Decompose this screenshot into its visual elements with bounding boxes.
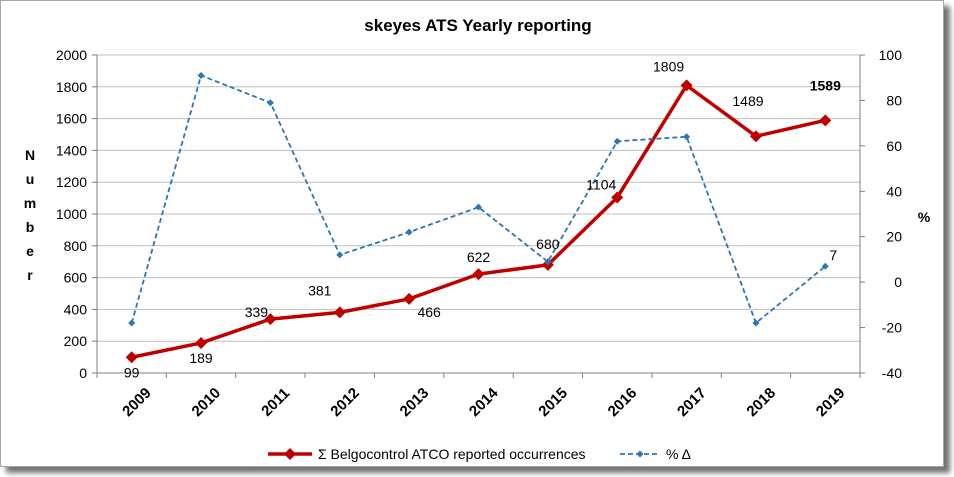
- y-tick-label-right: 80: [886, 92, 902, 108]
- x-tick-label: 2015: [535, 384, 571, 420]
- y-tick-label-left: 1000: [56, 206, 87, 222]
- y-tick-label-right: 0: [894, 274, 902, 290]
- y-axis-title-letter: r: [27, 267, 33, 283]
- occurrences-marker: [125, 351, 138, 364]
- occurrences-data-label: 99: [124, 364, 140, 380]
- x-tick-label: 2016: [605, 384, 641, 420]
- percent-change-marker: [613, 137, 621, 145]
- data-labels: 99 189 339 381 466 622 680 1104 1809 1489 1589 7: [124, 58, 841, 380]
- y-tick-label-left: 1400: [56, 142, 87, 158]
- x-tick-label: 2011: [258, 385, 293, 420]
- percent-change-marker: [266, 99, 274, 107]
- legend-percent-label: % Δ: [666, 446, 691, 462]
- chart-title: skeyes ATS Yearly reporting: [364, 16, 591, 35]
- x-tick-label: 2010: [189, 384, 225, 420]
- x-tick-label: 2013: [397, 384, 433, 420]
- occurrences-data-label: 622: [467, 249, 491, 265]
- y-tick-label-right: 20: [886, 229, 902, 245]
- y-axis-title-letter: e: [26, 243, 34, 259]
- y-tick-label-left: 400: [64, 301, 88, 317]
- y-axis-right-title: %: [918, 209, 931, 225]
- percent-change-marker: [336, 251, 344, 259]
- occurrences-data-label: 339: [245, 304, 269, 320]
- legend-occurrences-label: Σ Belgocontrol ATCO reported occurrences: [318, 446, 586, 462]
- y-axis-title-letter: N: [25, 147, 35, 163]
- percent-change-data-label: 7: [829, 247, 837, 263]
- y-tick-label-left: 1800: [56, 79, 87, 95]
- y-tick-label-right: 60: [886, 138, 902, 154]
- occurrences-marker: [749, 130, 762, 143]
- y-tick-label-left: 600: [64, 270, 88, 286]
- x-tick-label: 2017: [674, 384, 710, 420]
- x-tick-label: 2019: [813, 384, 849, 420]
- percent-change-marker: [821, 262, 829, 270]
- x-tick-label: 2018: [743, 384, 779, 420]
- data-markers: [125, 71, 832, 364]
- percent-change-line: [130, 74, 826, 324]
- chart-frame: [0, 0, 944, 467]
- occurrences-marker: [403, 292, 416, 305]
- occurrences-line: [131, 83, 826, 359]
- y-axis-title-letter: b: [26, 219, 35, 235]
- y-tick-label-left: 2000: [56, 47, 87, 63]
- x-tick-label: 2009: [119, 384, 155, 420]
- legend-percent-marker: [636, 450, 644, 458]
- legend-occurrences-marker: [284, 448, 296, 460]
- y-axis-title-letter: m: [24, 195, 36, 211]
- y-tick-label-left: 200: [64, 333, 88, 349]
- occurrences-data-label: 1104: [586, 176, 616, 192]
- y-tick-label-right: 40: [886, 183, 902, 199]
- percent-change-marker: [405, 228, 413, 236]
- x-tick-label: 2014: [466, 384, 502, 420]
- y-tick-label-left: 1600: [56, 111, 87, 127]
- percent-change-marker: [752, 319, 760, 327]
- y-tick-label-left: 0: [79, 365, 87, 381]
- occurrences-data-label: 1809: [653, 58, 684, 74]
- percent-change-marker: [475, 203, 482, 211]
- occurrences-marker: [333, 306, 346, 319]
- legend: Σ Belgocontrol ATCO reported occurrences…: [268, 446, 691, 462]
- percent-change-marker: [683, 133, 691, 141]
- occurrences-marker: [819, 114, 832, 127]
- y-axis-title-letter: u: [26, 171, 35, 187]
- occurrences-data-label: 680: [536, 236, 560, 252]
- occurrences-data-label: 1489: [732, 93, 763, 109]
- y-tick-label-left: 800: [64, 238, 88, 254]
- y-tick-label-right: 100: [879, 47, 903, 63]
- occurrences-marker: [195, 336, 208, 349]
- occurrences-marker: [611, 191, 624, 204]
- occurrences-data-label: 466: [417, 304, 441, 320]
- y-tick-label-left: 1200: [56, 174, 87, 190]
- occurrences-marker: [472, 268, 485, 281]
- percent-change-marker: [544, 258, 552, 266]
- occurrences-marker: [680, 79, 693, 92]
- occurrences-marker: [264, 313, 277, 326]
- occurrences-data-label: 1589: [810, 77, 841, 93]
- occurrences-data-label: 189: [189, 350, 213, 366]
- occurrences-data-label: 381: [308, 282, 332, 298]
- y-tick-label-right: -40: [882, 365, 902, 381]
- series-lines: [130, 74, 826, 359]
- axes: 0200400600800100012001400160018002000-40…: [56, 47, 902, 420]
- percent-change-marker: [197, 71, 205, 79]
- y-tick-label-right: -20: [882, 320, 902, 336]
- x-tick-label: 2012: [327, 384, 363, 420]
- percent-change-marker: [128, 319, 136, 327]
